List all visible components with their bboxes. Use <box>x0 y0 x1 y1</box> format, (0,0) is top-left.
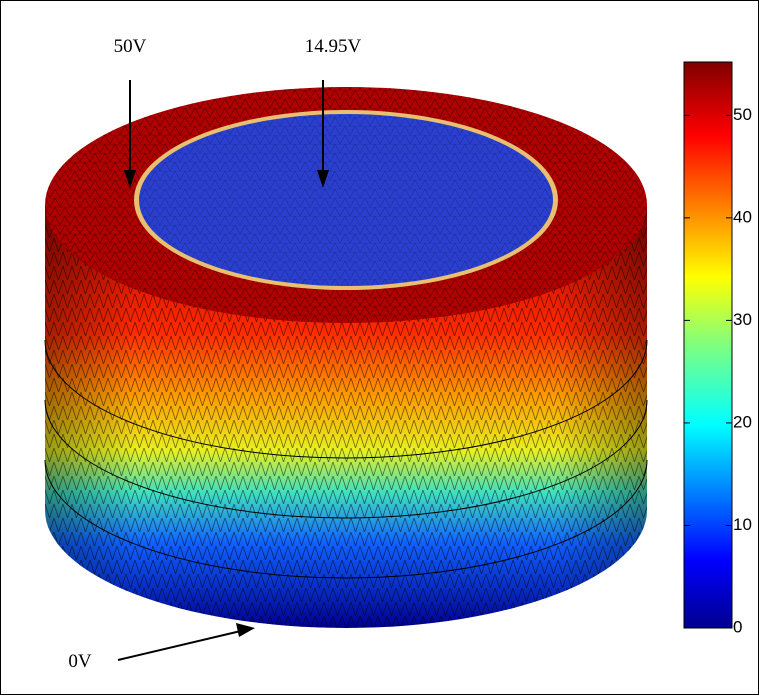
tick-label: 0 <box>733 617 742 636</box>
annotation: 50V <box>114 36 147 57</box>
annotation: 0V <box>68 651 92 672</box>
annotations: 50V 14.95V 0V <box>68 36 361 672</box>
colorbar-scale <box>683 61 733 629</box>
annotation: 14.95V <box>305 36 362 57</box>
colorbar: 0 10 20 30 40 50 <box>683 61 752 636</box>
tick-label: 50 <box>733 105 752 124</box>
tick-label: 40 <box>733 207 752 226</box>
tick-label: 20 <box>733 412 752 431</box>
tick-label: 30 <box>733 310 752 329</box>
cylinder <box>44 87 648 628</box>
tick-label: 10 <box>733 515 752 534</box>
